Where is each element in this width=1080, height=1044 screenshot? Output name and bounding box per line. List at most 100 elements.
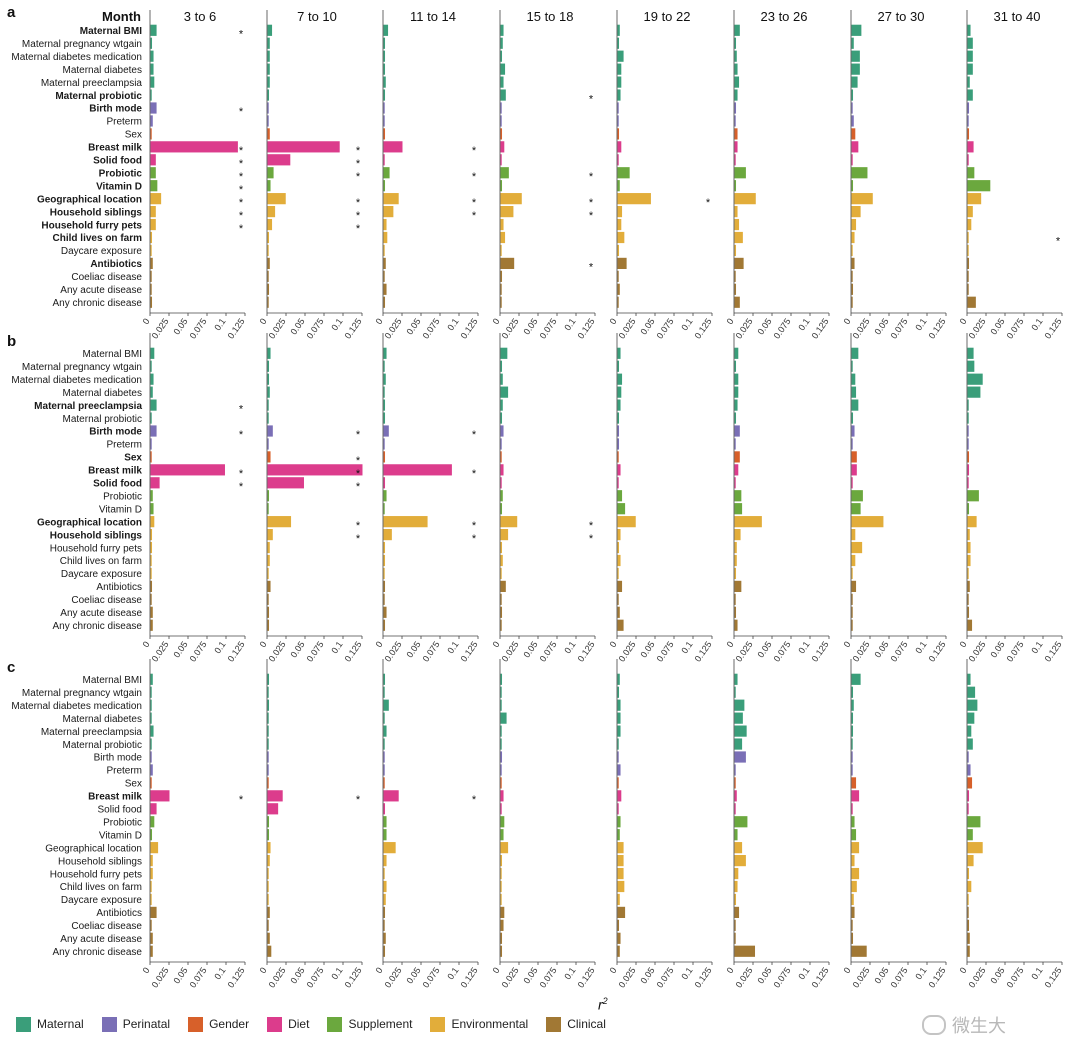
bar [267, 180, 271, 192]
x-tick-label: 0.075 [538, 965, 559, 989]
bar [267, 360, 270, 372]
bar [500, 347, 508, 359]
bar [500, 206, 514, 218]
bar [267, 24, 273, 36]
bar [617, 399, 621, 411]
x-tick-label: 0.1 [913, 965, 928, 981]
x-tick-label: 0.1 [212, 639, 227, 655]
bar [967, 206, 973, 218]
bar [150, 412, 152, 424]
bar [383, 880, 387, 893]
bar [967, 102, 970, 114]
x-tick-label: 0.025 [500, 965, 521, 989]
bar [383, 867, 385, 880]
bar [500, 816, 505, 828]
x-tick-label: 0.075 [538, 639, 559, 663]
bar [734, 699, 745, 711]
x-tick-label: 0.025 [617, 316, 638, 340]
x-tick-label: 0.075 [421, 639, 442, 663]
bar [267, 347, 271, 359]
bar [734, 24, 740, 36]
row-label: Antibiotics [96, 582, 142, 593]
bar [734, 712, 743, 724]
bar [967, 606, 970, 618]
bar [851, 529, 856, 541]
bar [500, 425, 504, 437]
bar [851, 751, 853, 763]
bar [383, 63, 386, 75]
bar [617, 880, 625, 893]
bar [500, 296, 502, 308]
bar [967, 906, 969, 918]
x-tick-label: 0.125 [226, 965, 247, 989]
x-tick-label: 0.025 [617, 965, 638, 989]
bar [734, 673, 738, 685]
x-tick-label: 0.1 [329, 639, 344, 655]
row-label: Probiotic [103, 817, 142, 828]
bar [967, 37, 973, 49]
bar [500, 63, 506, 75]
bar [500, 686, 502, 698]
bar [267, 554, 270, 567]
bar [383, 89, 386, 101]
bar [851, 593, 853, 605]
legend-swatch [327, 1016, 343, 1032]
bar [383, 554, 386, 567]
bar [500, 580, 506, 592]
x-tick-label: 0.125 [459, 316, 480, 340]
bar [267, 829, 270, 841]
bar [617, 699, 621, 711]
bar [617, 712, 621, 724]
bar [267, 296, 269, 308]
column-b-3: 00.025 0.050.075 0.10.125**** [374, 333, 480, 664]
bar [267, 541, 270, 554]
column-c-3: 00.025 0.050.075 0.10.125 * [374, 659, 480, 990]
legend-swatch [188, 1016, 204, 1032]
bar [734, 425, 740, 437]
bar [150, 803, 157, 815]
bar [617, 451, 619, 463]
row-label: Solid food [98, 805, 142, 816]
bar [734, 257, 744, 269]
bar [617, 529, 621, 541]
bar [500, 893, 502, 906]
bar [617, 919, 620, 931]
x-tick-label: 0.1 [796, 639, 811, 655]
row-label: Preterm [106, 117, 142, 128]
bar [734, 738, 743, 750]
bar [967, 764, 971, 776]
x-tick-label: 0.1 [445, 639, 460, 655]
x-tick-label: 0.05 [988, 316, 1006, 336]
bar [734, 37, 737, 49]
bar [967, 257, 970, 269]
bar [734, 906, 740, 918]
x-tick-label: 0.125 [810, 639, 831, 663]
bar [734, 386, 739, 398]
x-tick-label: 0.1 [913, 639, 928, 655]
bar [734, 686, 736, 698]
bar [267, 503, 269, 515]
row-label: Antibiotics [90, 259, 142, 270]
bar [150, 816, 155, 828]
x-tick-label: 0.025 [734, 639, 755, 663]
bar [150, 725, 154, 737]
bar [500, 386, 509, 398]
bar [851, 477, 853, 489]
x-tick-label: 0 [725, 316, 736, 326]
bar [150, 231, 153, 244]
bar [267, 516, 292, 528]
bar [150, 529, 153, 541]
month-label: 3 to 6 [184, 9, 217, 24]
bar [383, 128, 386, 140]
significance-star: * [472, 197, 477, 209]
legend-swatch [430, 1016, 446, 1032]
x-tick-label: 0 [725, 965, 736, 975]
significance-star: * [239, 468, 244, 480]
bar [383, 738, 385, 750]
bar [734, 477, 736, 489]
bar [617, 803, 619, 815]
bar [851, 438, 853, 450]
bar [383, 790, 399, 802]
bar [967, 816, 981, 828]
bar [383, 606, 387, 618]
